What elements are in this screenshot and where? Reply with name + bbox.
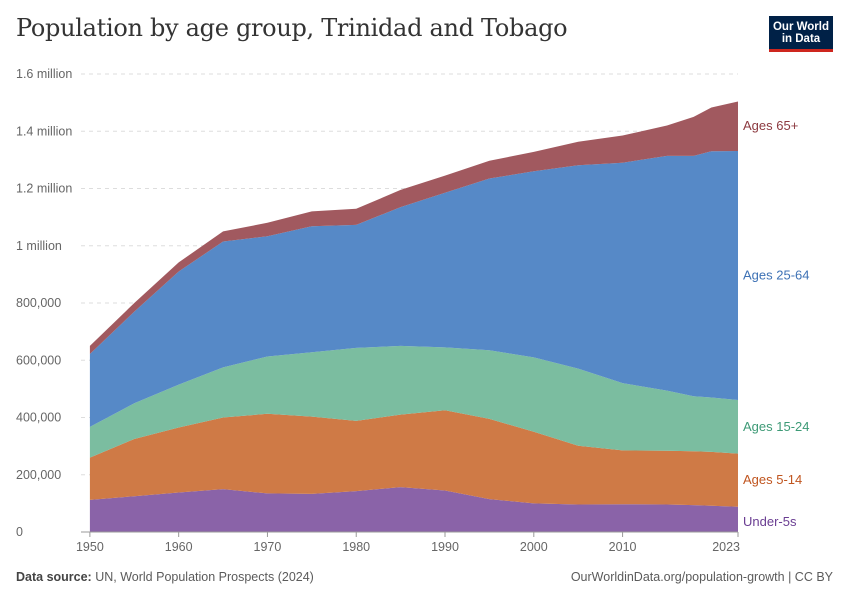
series-label-ages-65-[interactable]: Ages 65+ xyxy=(743,118,798,133)
area-ages-15-24[interactable] xyxy=(89,345,738,458)
x-tick-label: 2023 xyxy=(712,540,740,554)
source-url-link[interactable]: OurWorldinData.org/population-growth | C… xyxy=(570,570,833,584)
x-tick-label: 1990 xyxy=(431,540,459,554)
y-tick-label: 1.4 million xyxy=(16,124,72,138)
y-tick-label: 200,000 xyxy=(16,468,61,482)
series-labels: Under-5s Ages 5-14 Ages 15-24 Ages 25-64 Age… xyxy=(743,118,810,529)
y-tick-label: 1 million xyxy=(16,239,62,253)
x-tick-label: 2000 xyxy=(520,540,548,554)
series-label-ages-5-14[interactable]: Ages 5-14 xyxy=(743,472,802,487)
axes: 0 200,000 400,000 600,000 800,000 1 million 1.… xyxy=(16,67,740,554)
y-tick-label: 1.6 million xyxy=(16,67,72,81)
area-ages-25-64[interactable] xyxy=(89,151,738,427)
logo-line-1: Our World xyxy=(772,21,829,33)
logo-line-2: in Data xyxy=(781,33,821,45)
area-under-5s[interactable] xyxy=(89,487,738,532)
area-series xyxy=(89,101,738,532)
series-label-ages-15-24[interactable]: Ages 15-24 xyxy=(743,419,810,434)
x-tick-label: 1950 xyxy=(76,540,104,554)
x-tick-label: 1970 xyxy=(254,540,282,554)
chart-title: Population by age group, Trinidad and To… xyxy=(16,14,568,42)
stacked-area-chart: 0 200,000 400,000 600,000 800,000 1 million 1.… xyxy=(16,67,810,554)
x-tick-label: 1980 xyxy=(342,540,370,554)
y-tick-label: 0 xyxy=(16,525,23,539)
area-ages-65-[interactable] xyxy=(89,101,738,355)
y-tick-label: 600,000 xyxy=(16,353,61,367)
x-tick-label: 1960 xyxy=(165,540,193,554)
data-source-label: Data source: xyxy=(16,570,92,584)
data-source: Data source: UN, World Population Prospe… xyxy=(16,570,314,584)
y-tick-label: 400,000 xyxy=(16,411,61,425)
area-ages-5-14[interactable] xyxy=(89,410,738,507)
y-tick-label: 1.2 million xyxy=(16,182,72,196)
data-source-text: UN, World Population Prospects (2024) xyxy=(95,570,314,584)
series-label-under-5s[interactable]: Under-5s xyxy=(743,514,797,529)
y-tick-label: 800,000 xyxy=(16,296,61,310)
x-tick-label: 2010 xyxy=(609,540,637,554)
owid-logo[interactable]: Our World in Data xyxy=(769,16,833,52)
series-label-ages-25-64[interactable]: Ages 25-64 xyxy=(743,268,810,283)
